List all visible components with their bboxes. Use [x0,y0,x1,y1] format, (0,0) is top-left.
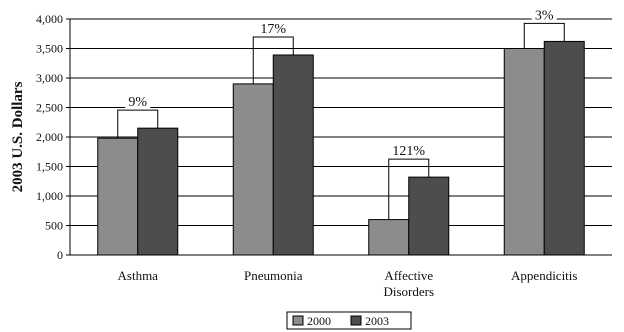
legend-swatch-2000 [292,315,304,326]
x-category-label: Pneumonia [244,268,303,283]
bar-2000 [97,137,139,256]
y-axis-label: 2003 U.S. Dollars [10,81,26,192]
bar-2000 [503,48,545,256]
percent-change-label: 121% [392,144,425,159]
legend-box [286,311,412,330]
legend-label-2003: 2003 [365,314,389,328]
change-annotations: 9% 17% 121% 3% [117,7,565,220]
y-tick-label: 0 [57,248,63,262]
legend: 2000 2003 [286,311,412,330]
y-tick-label: 3,000 [36,71,63,85]
bar-2003 [272,54,314,256]
legend-label-2000: 2000 [307,314,331,328]
bar-2003 [408,176,450,256]
y-tick-label: 1,000 [36,189,63,203]
legend-swatch-2003 [350,315,362,326]
bars [97,40,585,256]
bar-2003 [137,127,179,256]
y-tick-label: 500 [45,219,63,233]
annotation-bg [257,20,290,35]
y-tick-label: 2,500 [36,101,63,115]
axes: 0 500 1,000 1,500 2,000 2,500 3,000 3,500 4,000 A… [36,12,612,299]
bar-2000 [232,83,274,256]
change-bracket [523,22,565,49]
y-tick-label: 3,500 [36,42,63,56]
y-tick-label: 1,500 [36,160,63,174]
y-tick-label: 4,000 [36,12,63,26]
change-bracket [388,158,430,220]
x-category-label: Appendicitis [511,268,577,283]
bar-2003 [543,40,585,256]
percent-change-label: 3% [535,8,554,23]
annotation-bg [388,143,429,158]
percent-change-label: 9% [128,95,147,110]
percent-change-label: 17% [260,22,286,37]
x-category-label: Asthma [118,268,159,283]
x-category-label: Affective [384,268,433,283]
annotation-bg [531,7,557,22]
annotation-bg [125,94,151,109]
bar-2000 [368,219,410,256]
change-bracket [117,109,159,139]
y-tick-label: 2,000 [36,130,63,144]
x-category-label: Disorders [383,284,434,299]
change-bracket [252,36,294,84]
